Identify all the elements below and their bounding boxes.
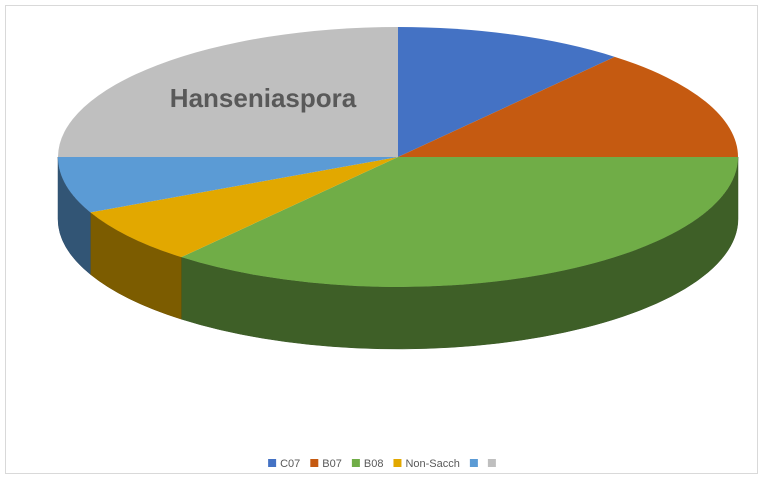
slice: [90, 157, 399, 258]
annotation: Hanseniaspora: [170, 83, 357, 113]
slice: [58, 27, 398, 157]
legend-swatch: [469, 459, 478, 467]
legend-swatch: [351, 459, 360, 467]
slice: [398, 27, 615, 157]
legend-label: B08: [364, 458, 384, 470]
legend-label: Non-Sacch: [405, 458, 459, 470]
legend: C07 B07 B08 Non-Sacch: [268, 458, 496, 470]
pie-sides: [57, 156, 739, 350]
legend-label: C07: [280, 458, 300, 470]
legend-label: B07: [322, 458, 342, 470]
slice: [398, 56, 738, 157]
legend-swatch: [310, 459, 319, 467]
pie-tops: [58, 27, 738, 287]
slice: [58, 157, 398, 213]
slice: [181, 157, 738, 287]
legend-swatch: [268, 459, 277, 467]
legend-swatch: [487, 459, 496, 467]
legend-swatch: [393, 459, 402, 467]
